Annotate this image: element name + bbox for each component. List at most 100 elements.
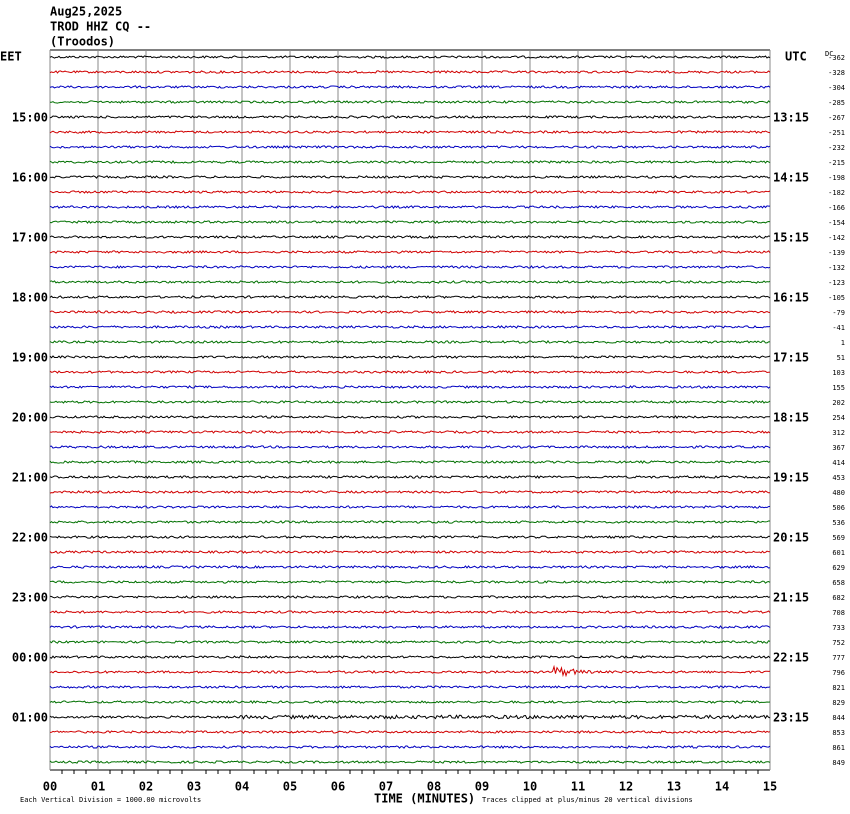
- x-axis-label: TIME (MINUTES): [374, 792, 475, 806]
- dc-offset: -123: [828, 279, 845, 287]
- trace: [49, 175, 771, 179]
- trace: [49, 535, 771, 539]
- left-hour-label: 01:00: [12, 711, 48, 725]
- trace: [49, 115, 771, 119]
- right-hour-label: 21:15: [773, 591, 809, 605]
- dc-offset: 312: [832, 429, 845, 437]
- trace: [49, 475, 771, 479]
- dc-offset: 506: [832, 504, 845, 512]
- x-tick-label: 11: [571, 780, 585, 794]
- dc-offset: 682: [832, 594, 845, 602]
- dc-offset: 51: [837, 354, 845, 362]
- trace: [49, 160, 771, 164]
- trace: [49, 295, 771, 299]
- trace: [49, 730, 771, 734]
- trace: [49, 460, 771, 464]
- dc-offset: 752: [832, 639, 845, 647]
- trace: [49, 145, 771, 149]
- trace: [49, 190, 771, 194]
- dc-offset: -328: [828, 69, 845, 77]
- trace: [49, 205, 770, 209]
- trace: [49, 610, 771, 614]
- trace: [49, 640, 771, 644]
- x-tick-label: 01: [91, 780, 105, 794]
- dc-offset: -79: [832, 309, 845, 317]
- dc-offset: -139: [828, 249, 845, 257]
- dc-offset: 733: [832, 624, 845, 632]
- x-tick-label: 05: [283, 780, 297, 794]
- dc-offset: 480: [832, 489, 845, 497]
- trace: [49, 100, 771, 104]
- left-hour-label: 23:00: [12, 591, 48, 605]
- dc-offset: 853: [832, 729, 845, 737]
- trace: [49, 445, 771, 449]
- x-tick-label: 12: [619, 780, 633, 794]
- x-tick-label: 07: [379, 780, 393, 794]
- dc-offset: -198: [828, 174, 845, 182]
- dc-offset: 658: [832, 579, 845, 587]
- right-hour-label: 19:15: [773, 471, 809, 485]
- x-tick-label: 13: [667, 780, 681, 794]
- trace: [49, 490, 771, 494]
- header-station: TROD HHZ CQ --: [50, 20, 151, 34]
- x-tick-label: 10: [523, 780, 537, 794]
- x-tick-label: 03: [187, 780, 201, 794]
- trace: [49, 580, 771, 584]
- dc-offset: -267: [828, 114, 845, 122]
- trace: [49, 655, 771, 659]
- trace: [49, 130, 771, 134]
- dc-offset: 796: [832, 669, 845, 677]
- trace: [49, 310, 771, 314]
- trace: [49, 430, 771, 434]
- right-hour-label: 20:15: [773, 531, 809, 545]
- x-tick-label: 09: [475, 780, 489, 794]
- left-hour-label: 16:00: [12, 171, 48, 185]
- dc-offset: 849: [832, 759, 845, 767]
- dc-offset: 861: [832, 744, 845, 752]
- dc-offset: 453: [832, 474, 845, 482]
- dc-offset: -285: [828, 99, 845, 107]
- dc-offset: 103: [832, 369, 845, 377]
- dc-offset: 155: [832, 384, 845, 392]
- dc-offset: 367: [832, 444, 845, 452]
- left-zone: EET: [0, 50, 22, 64]
- dc-offset: -232: [828, 144, 845, 152]
- dc-offset: -362: [828, 54, 845, 62]
- dc-offset: -154: [828, 219, 845, 227]
- dc-offset: 601: [832, 549, 845, 557]
- left-hour-label: 18:00: [12, 291, 48, 305]
- right-hour-label: 17:15: [773, 351, 809, 365]
- left-hour-label: 20:00: [12, 411, 48, 425]
- x-tick-label: 08: [427, 780, 441, 794]
- trace: [49, 355, 771, 359]
- dc-offset: 821: [832, 684, 845, 692]
- trace: [49, 595, 771, 599]
- left-hour-label: 00:00: [12, 651, 48, 665]
- dc-offset: -182: [828, 189, 845, 197]
- trace: [50, 565, 771, 569]
- dc-offset: -142: [828, 234, 845, 242]
- right-hour-label: 22:15: [773, 651, 809, 665]
- dc-offset: 629: [832, 564, 845, 572]
- x-tick-label: 02: [139, 780, 153, 794]
- x-tick-label: 15: [763, 780, 777, 794]
- trace: [49, 220, 771, 224]
- trace: [49, 265, 771, 269]
- trace: [49, 550, 771, 554]
- dc-offset: -132: [828, 264, 845, 272]
- left-hour-label: 22:00: [12, 531, 48, 545]
- dc-offset: 829: [832, 699, 845, 707]
- trace: [49, 415, 771, 419]
- trace: [49, 370, 771, 374]
- trace: [49, 714, 771, 720]
- right-hour-label: 18:15: [773, 411, 809, 425]
- trace: [49, 325, 771, 329]
- trace: [49, 700, 771, 704]
- x-tick-label: 14: [715, 780, 729, 794]
- trace: [49, 340, 771, 344]
- right-hour-label: 13:15: [773, 111, 809, 125]
- dc-offset: 777: [832, 654, 845, 662]
- trace: [49, 505, 771, 509]
- trace: [49, 85, 771, 89]
